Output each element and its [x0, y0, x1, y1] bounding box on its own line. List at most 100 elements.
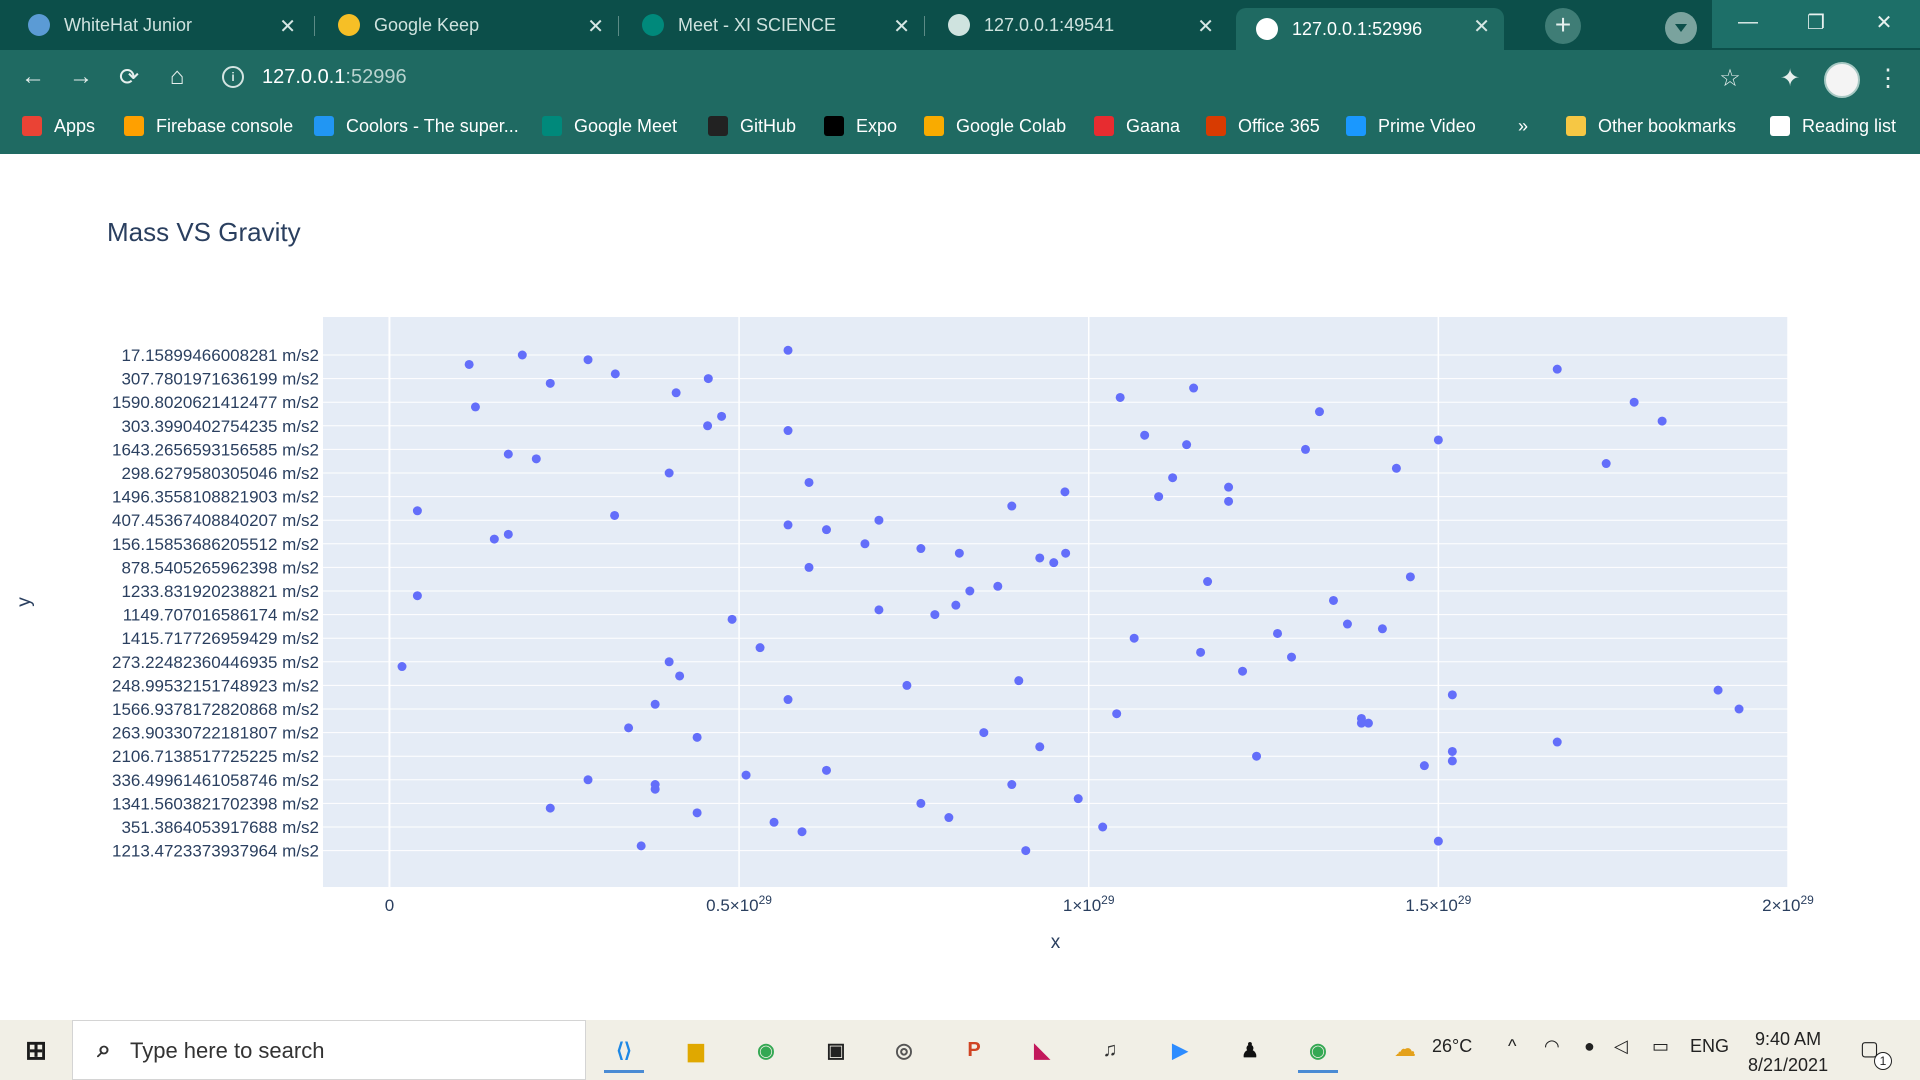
data-point: [1391, 463, 1401, 473]
data-point: [993, 581, 1003, 591]
data-point: [783, 520, 793, 530]
vscode-icon[interactable]: ⟨⟩: [604, 1030, 644, 1073]
close-window-icon[interactable]: ✕: [1875, 11, 1893, 34]
tab-close-icon[interactable]: ✕: [279, 16, 296, 38]
x-tick-label: 2×1029: [1762, 893, 1814, 915]
data-point: [703, 421, 713, 431]
data-point: [1252, 751, 1262, 761]
forward-icon[interactable]: →: [69, 63, 93, 90]
chrome-profile-icon[interactable]: ◉: [1298, 1030, 1338, 1073]
site-info-icon[interactable]: i: [222, 66, 244, 88]
language-indicator[interactable]: ENG: [1690, 1036, 1730, 1056]
app-icon[interactable]: ◣: [1034, 1039, 1050, 1062]
new-tab-button[interactable]: +: [1545, 8, 1581, 44]
bookmark-item[interactable]: Google Colab: [924, 114, 1066, 138]
browser-tab[interactable]: 127.0.0.1:49541 ✕: [928, 8, 1228, 42]
y-tick-label: 298.6279580305046 m/s2: [121, 464, 319, 483]
bookmark-item[interactable]: Office 365: [1206, 114, 1320, 138]
weather-temp[interactable]: 26°C: [1432, 1036, 1473, 1056]
data-point: [783, 345, 793, 355]
data-point: [783, 695, 793, 705]
data-point: [1601, 459, 1611, 469]
data-point: [1447, 746, 1457, 756]
y-tick-label: 303.3990402754235 m/s2: [121, 417, 319, 436]
y-tick-label: 1496.3558108821903 m/s2: [112, 488, 319, 507]
url-text[interactable]: 127.0.0.1:52996: [262, 66, 407, 89]
back-icon[interactable]: ←: [21, 63, 45, 90]
extensions-icon[interactable]: ✦: [1779, 64, 1801, 92]
minimize-icon[interactable]: —: [1738, 10, 1758, 33]
bookmark-item[interactable]: Reading list: [1770, 114, 1896, 138]
data-point: [664, 468, 674, 478]
chevron-up-icon[interactable]: ^: [1508, 1036, 1517, 1056]
data-point: [650, 699, 660, 709]
data-point: [531, 454, 541, 464]
data-point: [1433, 435, 1443, 445]
data-point: [1342, 619, 1352, 629]
menu-dots-icon[interactable]: ⋮: [1876, 64, 1900, 92]
notification-icon[interactable]: ▢: [1860, 1038, 1879, 1060]
data-point: [1447, 690, 1457, 700]
y-tick-label: 1341.5603821702398 m/s2: [112, 794, 319, 813]
sound-app-icon[interactable]: ♫: [1102, 1038, 1118, 1061]
bookmark-item[interactable]: Other bookmarks: [1566, 114, 1736, 138]
restore-icon[interactable]: ❐: [1807, 11, 1825, 34]
terminal-icon[interactable]: ▣: [826, 1039, 846, 1062]
data-point: [1377, 624, 1387, 634]
linux-penguin-icon[interactable]: ♟: [1241, 1039, 1259, 1062]
browser-tab[interactable]: WhiteHat Junior ✕: [8, 8, 310, 42]
folder-icon: [1566, 116, 1586, 136]
data-point: [769, 817, 779, 827]
bookmark-item[interactable]: Coolors - The super...: [314, 114, 519, 138]
data-point: [1552, 737, 1562, 747]
browser-tab[interactable]: 127.0.0.1:52996 ✕: [1236, 8, 1504, 50]
wifi-icon[interactable]: ◠: [1544, 1036, 1560, 1056]
y-tick-label: 351.3864053917688 m/s2: [121, 818, 319, 837]
weather-icon[interactable]: ☁: [1394, 1036, 1416, 1061]
bookmark-item[interactable]: Google Meet: [542, 114, 677, 138]
data-point: [610, 510, 620, 520]
battery-icon[interactable]: ▭: [1652, 1036, 1670, 1056]
mic-icon[interactable]: ●: [1584, 1036, 1595, 1056]
data-point: [703, 374, 713, 384]
y-tick-label: 1590.8020621412477 m/s2: [112, 393, 319, 412]
file-explorer-icon[interactable]: ▆: [688, 1039, 704, 1062]
y-tick-label: 1149.707016586174 m/s2: [123, 606, 319, 625]
reload-icon[interactable]: ⟳: [118, 63, 140, 91]
browser-tab[interactable]: Google Keep ✕: [318, 8, 618, 42]
data-point: [916, 544, 926, 554]
data-point: [397, 662, 407, 672]
profile-avatar[interactable]: [1824, 62, 1860, 98]
powerpoint-icon[interactable]: P: [967, 1038, 981, 1061]
bookmark-item[interactable]: Firebase console: [124, 114, 293, 138]
home-icon[interactable]: ⌂: [169, 63, 185, 90]
data-point: [979, 728, 989, 738]
address-bar[interactable]: [210, 58, 1730, 98]
tab-close-icon[interactable]: ✕: [1473, 16, 1490, 38]
bookmark-item[interactable]: GitHub: [708, 114, 796, 138]
data-point: [1049, 558, 1059, 568]
camera-icon[interactable]: ◎: [895, 1039, 913, 1062]
clock[interactable]: 9:40 AM 8/21/2021: [1748, 1026, 1828, 1078]
tab-close-icon[interactable]: ✕: [893, 16, 910, 38]
bookmark-item[interactable]: Gaana: [1094, 114, 1180, 138]
windows-start-icon[interactable]: ⊞: [25, 1034, 47, 1065]
bookmark-item[interactable]: »: [1518, 114, 1528, 138]
bookmark-item[interactable]: Expo: [824, 114, 897, 138]
bookmark-item[interactable]: Prime Video: [1346, 114, 1476, 138]
data-point: [902, 680, 912, 690]
zoom-icon[interactable]: ▶: [1172, 1039, 1188, 1062]
bookmark-item[interactable]: Apps: [22, 114, 95, 138]
data-point: [1112, 709, 1122, 719]
tab-close-icon[interactable]: ✕: [587, 16, 604, 38]
data-point: [650, 784, 660, 794]
bookmark-star-icon[interactable]: ☆: [1719, 64, 1741, 92]
browser-tab[interactable]: Meet - XI SCIENCE ✕: [622, 8, 924, 42]
volume-icon[interactable]: ◁: [1614, 1036, 1628, 1056]
reading-list-icon: [1770, 116, 1790, 136]
chrome-icon[interactable]: ◉: [757, 1039, 775, 1062]
data-point: [954, 548, 964, 558]
data-point: [664, 657, 674, 667]
tab-close-icon[interactable]: ✕: [1197, 16, 1214, 38]
tab-search-button[interactable]: [1665, 12, 1697, 44]
